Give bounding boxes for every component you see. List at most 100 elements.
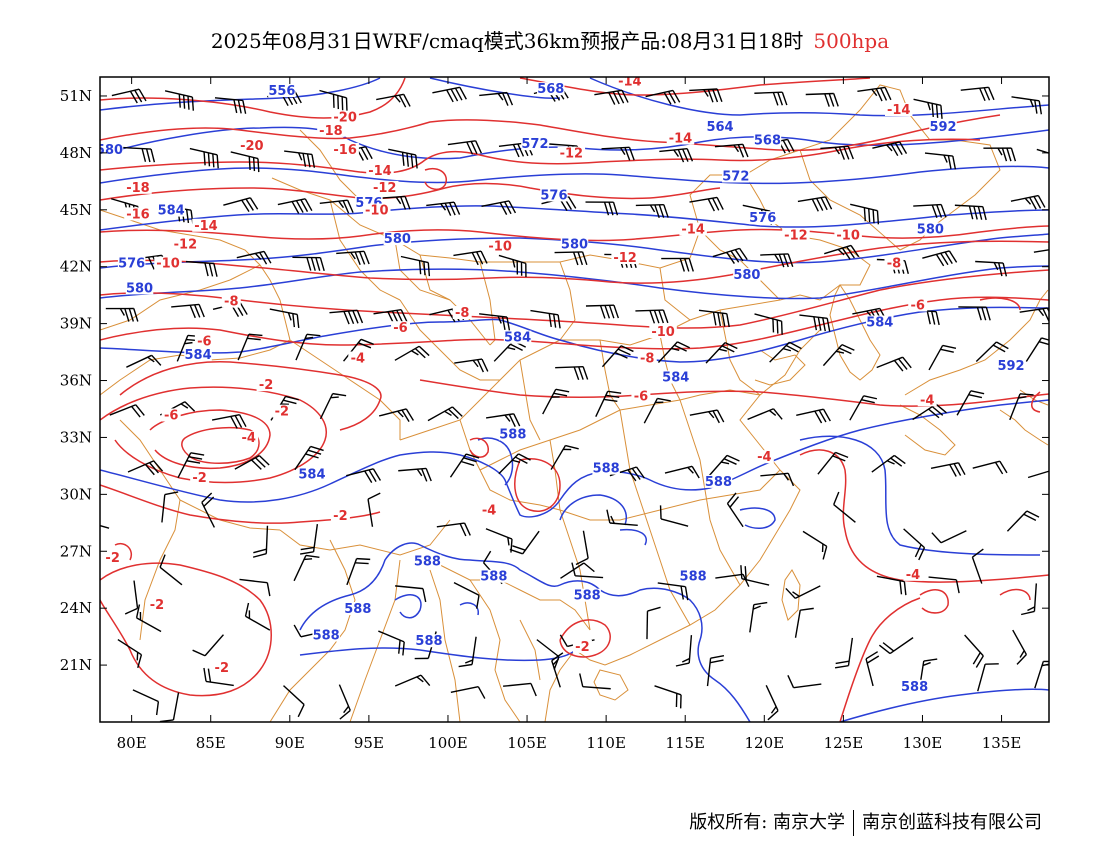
height-contour-label: 588: [414, 555, 441, 570]
wind-barb: [395, 585, 427, 603]
wind-barb: [785, 585, 821, 599]
temperature-contour-label: -10: [156, 257, 180, 272]
wind-barb: [1021, 583, 1038, 616]
wind-barb: [646, 606, 661, 640]
wind-barb: [872, 141, 908, 157]
height-contour-label-bg: [560, 237, 589, 251]
wind-barb: [824, 244, 860, 260]
wind-barb: [536, 639, 560, 670]
wind-barb: [726, 492, 744, 528]
height-contour-label: 572: [521, 137, 548, 152]
wind-barb: [214, 97, 247, 114]
wind-barb: [124, 580, 139, 615]
temperature-contour-label: -10: [836, 228, 860, 243]
wind-barb: [579, 673, 611, 690]
wind-barb: [127, 460, 164, 476]
height-contour-label-bg: [157, 203, 185, 217]
height-contour-label-bg: [383, 232, 412, 246]
temperature-contour-labels: -14-14-20-18-20 -16-14-12-14-18 -12-16-14-…: [103, 77, 937, 676]
temperature-contour-label-bg: [331, 142, 359, 156]
temperature-contour-label-bg: [557, 146, 586, 160]
height-contour-label-bg: [480, 569, 508, 583]
height-contour-label-bg: [722, 169, 750, 183]
wind-barb: [329, 309, 364, 325]
height-contour-label-bg: [573, 588, 601, 602]
temperature-contour-label: -2: [150, 598, 164, 613]
wind-barb: [159, 554, 183, 586]
wind-barb: [111, 88, 147, 104]
y-tick-label: 48N: [60, 144, 92, 162]
wind-barb: [805, 92, 839, 107]
y-tick-label: 42N: [60, 258, 92, 276]
wind-barb: [426, 201, 461, 216]
temperature-contour-label: -4: [241, 431, 255, 446]
temperature-contour-label: -12: [613, 251, 637, 266]
wind-barb: [123, 146, 156, 163]
wind-barb: [277, 198, 313, 214]
temperature-contour-label-bg: [124, 180, 152, 194]
height-contour-label: 572: [722, 169, 749, 184]
temperature-contour-label-bg: [194, 334, 214, 348]
wind-barb: [252, 525, 269, 558]
wind-barb: [211, 414, 247, 429]
wind-barb: [715, 573, 750, 587]
wind-barb: [754, 91, 788, 106]
temperature-contour-label-bg: [348, 351, 368, 365]
height-contour-label: 584: [298, 467, 325, 482]
temperature-contour-label: -6: [910, 298, 924, 313]
x-tick-label: 120E: [745, 734, 785, 752]
wind-barb: [201, 492, 215, 528]
wind-barb: [740, 565, 770, 586]
height-contour-label-bg: [733, 268, 761, 282]
height-contour-label-bg: [117, 256, 146, 270]
wind-barb: [300, 524, 319, 555]
wind-barb: [132, 689, 160, 716]
temperature-contour-label: -2: [105, 551, 119, 566]
wind-barb: [485, 528, 513, 553]
wind-barb: [850, 203, 880, 225]
wind-barb: [799, 314, 831, 332]
wind-barb: [319, 199, 354, 214]
wind-barb: [230, 151, 260, 173]
wind-barb: [432, 86, 467, 103]
temperature-contour-label-bg: [631, 389, 651, 403]
wind-barb: [787, 675, 822, 689]
x-tick-label: 85E: [196, 734, 226, 752]
height-contour-label-bg: [661, 370, 690, 384]
wind-barb: [319, 392, 347, 420]
temperature-contour-label-bg: [572, 639, 592, 653]
x-tick-label: 110E: [586, 734, 626, 752]
wind-barb: [346, 468, 382, 484]
x-tick-label: 105E: [507, 734, 547, 752]
temperature-contour-label: -2: [575, 640, 589, 655]
height-contour-label: 592: [997, 359, 1024, 374]
y-tick-label: 39N: [60, 315, 92, 333]
wind-barb: [601, 345, 634, 368]
height-contour-label-bg: [344, 601, 372, 615]
temperature-contour-label: -4: [482, 503, 496, 518]
temperature-contour-label: -12: [560, 147, 584, 162]
temperature-contour-label: -14: [669, 132, 693, 147]
wind-barb: [283, 685, 305, 718]
wind-barb: [336, 250, 370, 265]
height-contour-label: 568: [537, 82, 564, 97]
wind-barb: [269, 308, 300, 329]
wind-barb: [378, 408, 415, 422]
wind-barb: [542, 388, 570, 415]
height-contour-label: 588: [344, 602, 371, 617]
wind-barb: [983, 147, 1017, 162]
wind-barb: [878, 637, 914, 655]
height-contour-label-bg: [312, 628, 340, 642]
wind-barb: [654, 685, 682, 709]
wind-barb: [236, 250, 272, 265]
x-tick-label: 125E: [824, 734, 864, 752]
x-axis: 80E 85E 90E 95E 100E 105E 110E 115E 120E 125E 130E…: [117, 77, 1021, 752]
temperature-contour-label-bg: [192, 218, 220, 232]
wind-barb: [714, 143, 749, 158]
wind-barb: [849, 395, 878, 421]
y-tick-label: 24N: [60, 599, 92, 617]
temperature-contour-label: -2: [259, 378, 273, 393]
height-contour-label-bg: [704, 474, 733, 488]
wind-barb: [571, 562, 604, 579]
